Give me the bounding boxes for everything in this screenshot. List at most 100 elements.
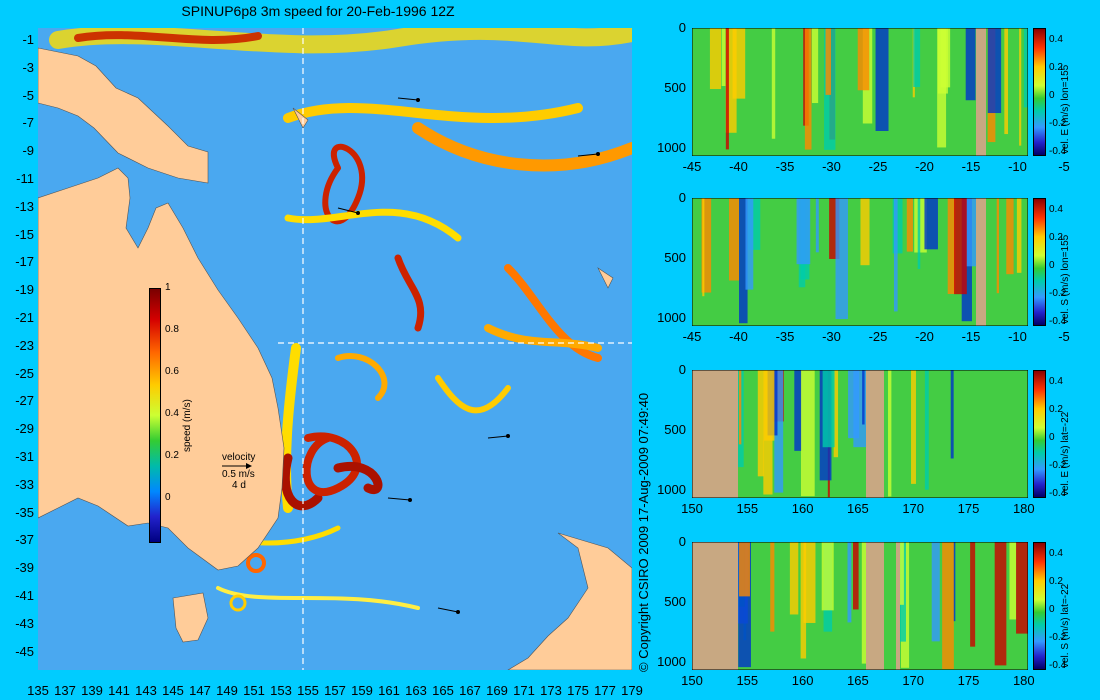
velocity-band <box>821 542 834 611</box>
x-tick-label: -30 <box>822 329 841 344</box>
section-panel <box>692 370 1028 498</box>
velocity-band <box>796 198 811 265</box>
australia-shape <box>38 167 285 571</box>
velocity-band <box>1009 542 1017 620</box>
velocity-band <box>947 198 956 294</box>
depth-tick-label: 1000 <box>657 482 686 497</box>
x-tick-label: -15 <box>961 329 981 344</box>
colorbar-tick-label: 0.2 <box>1049 576 1063 587</box>
lat-tick-label: -9 <box>22 143 34 159</box>
depth-tick-label: 1000 <box>657 140 686 155</box>
velocity-band <box>914 198 927 253</box>
velocity-band <box>861 542 868 664</box>
section-colorbar <box>1033 542 1046 670</box>
x-tick-label: -40 <box>729 329 748 344</box>
velocity-band <box>833 370 839 458</box>
land-mask <box>692 542 738 670</box>
x-tick-label: 165 <box>847 673 869 688</box>
lon-tick-label: 159 <box>351 683 373 698</box>
section-plot <box>692 198 1028 326</box>
colorbar-tick-label: 1 <box>165 282 171 293</box>
colorbar-tick-label: 0.8 <box>165 324 179 335</box>
velocity-legend-speed: 0.5 m/s <box>222 469 255 480</box>
lat-tick-label: -7 <box>22 115 34 131</box>
velocity-band <box>1006 198 1014 275</box>
velocity-band <box>733 370 744 468</box>
x-tick-label: -5 <box>1058 159 1070 174</box>
velocity-band <box>822 370 835 448</box>
colorbar-tick-label: -0.4 <box>1049 316 1067 327</box>
depth-tick-label: 0 <box>678 534 686 549</box>
x-tick-label: 180 <box>1012 501 1035 516</box>
colorbar-tick-label: -0.2 <box>1049 632 1067 643</box>
lat-tick-label: -31 <box>15 449 34 464</box>
section-colorbar <box>1033 28 1046 156</box>
velocity-band <box>738 370 742 445</box>
depth-tick-label: 0 <box>678 362 686 377</box>
panel-label: vel. S (m/s) lon=155 <box>1060 234 1071 324</box>
lon-tick-label: 153 <box>270 683 292 698</box>
velocity-band <box>745 198 754 290</box>
velocity-band <box>996 198 999 294</box>
depth-tick-label: 0 <box>678 20 686 35</box>
velocity-band <box>942 542 954 670</box>
lon-tick-label: 145 <box>162 683 184 698</box>
land-mask <box>866 370 884 498</box>
velocity-band <box>725 28 737 133</box>
map-title: SPINUP6p8 3m speed for 20-Feb-1996 12Z <box>181 3 455 19</box>
x-tick-label: -30 <box>822 159 841 174</box>
lat-tick-label: -39 <box>15 560 34 576</box>
depth-tick-label: 500 <box>664 80 686 95</box>
lon-tick-label: 161 <box>378 683 400 698</box>
colorbar-tick-label: 0.4 <box>1049 34 1063 45</box>
land-mask <box>692 370 738 498</box>
lat-tick-label: -5 <box>22 87 34 103</box>
velocity-band <box>725 28 729 150</box>
colorbar-tick-label: -0.4 <box>1049 146 1067 157</box>
x-tick-label: -45 <box>682 159 702 174</box>
land-mask <box>976 198 986 326</box>
velocity-band <box>835 198 848 320</box>
x-tick-label: 180 <box>1012 673 1035 688</box>
velocity-band <box>825 28 832 95</box>
new-zealand-shape <box>507 532 632 670</box>
lat-tick-label: -25 <box>15 365 34 381</box>
colorbar-tick-label: 0.2 <box>165 450 179 461</box>
colorbar-tick-label: 0 <box>165 492 171 503</box>
lat-tick-label: -19 <box>15 282 34 298</box>
depth-tick-label: 500 <box>664 422 686 437</box>
lon-tick-label: 149 <box>216 683 238 698</box>
lat-tick-label: -23 <box>15 337 34 353</box>
ocean-currents <box>49 28 632 610</box>
x-tick-label: -15 <box>961 159 981 174</box>
new-guinea-shape <box>38 47 209 184</box>
x-tick-label: -10 <box>1008 159 1027 174</box>
x-tick-label: 175 <box>957 501 980 516</box>
velocity-arrow-icon <box>222 463 252 469</box>
x-tick-label: -5 <box>1058 329 1070 344</box>
velocity-band <box>862 370 865 425</box>
lon-tick-label: 139 <box>81 683 103 698</box>
colorbar-tick-label: -0.2 <box>1049 118 1067 129</box>
depth-tick-label: 1000 <box>657 654 686 669</box>
velocity-band <box>965 28 976 101</box>
velocity-band <box>721 28 726 87</box>
x-tick-label: 155 <box>736 501 759 516</box>
velocity-band <box>709 28 722 90</box>
velocity-band <box>794 370 802 451</box>
lon-tick-label: 157 <box>324 683 346 698</box>
velocity-band <box>1019 28 1022 146</box>
lat-tick-label: -43 <box>15 615 34 631</box>
velocity-band <box>954 198 967 295</box>
lat-tick-label: -35 <box>15 504 34 520</box>
lon-tick-label: 171 <box>513 683 535 698</box>
x-tick-label: -40 <box>729 159 748 174</box>
lon-tick-label: 135 <box>27 683 49 698</box>
lat-tick-label: -33 <box>15 476 34 492</box>
lon-tick-label: 165 <box>432 683 454 698</box>
colorbar-tick-label: -0.4 <box>1049 660 1067 671</box>
velocity-band <box>950 370 954 459</box>
section-plot <box>692 542 1028 670</box>
land-mask <box>896 542 900 670</box>
velocity-band <box>757 370 764 477</box>
